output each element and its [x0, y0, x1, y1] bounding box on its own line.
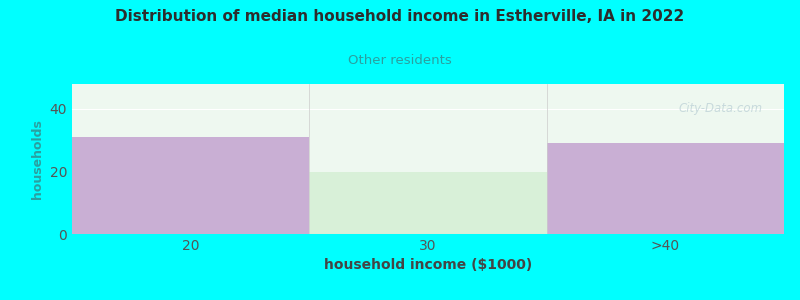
Bar	[72, 137, 310, 234]
Text: Distribution of median household income in Estherville, IA in 2022: Distribution of median household income …	[115, 9, 685, 24]
Text: City-Data.com: City-Data.com	[678, 102, 762, 115]
Text: Other residents: Other residents	[348, 54, 452, 67]
X-axis label: household income ($1000): household income ($1000)	[324, 258, 532, 272]
Bar	[310, 172, 546, 234]
Bar	[546, 143, 784, 234]
Y-axis label: households: households	[31, 119, 44, 199]
